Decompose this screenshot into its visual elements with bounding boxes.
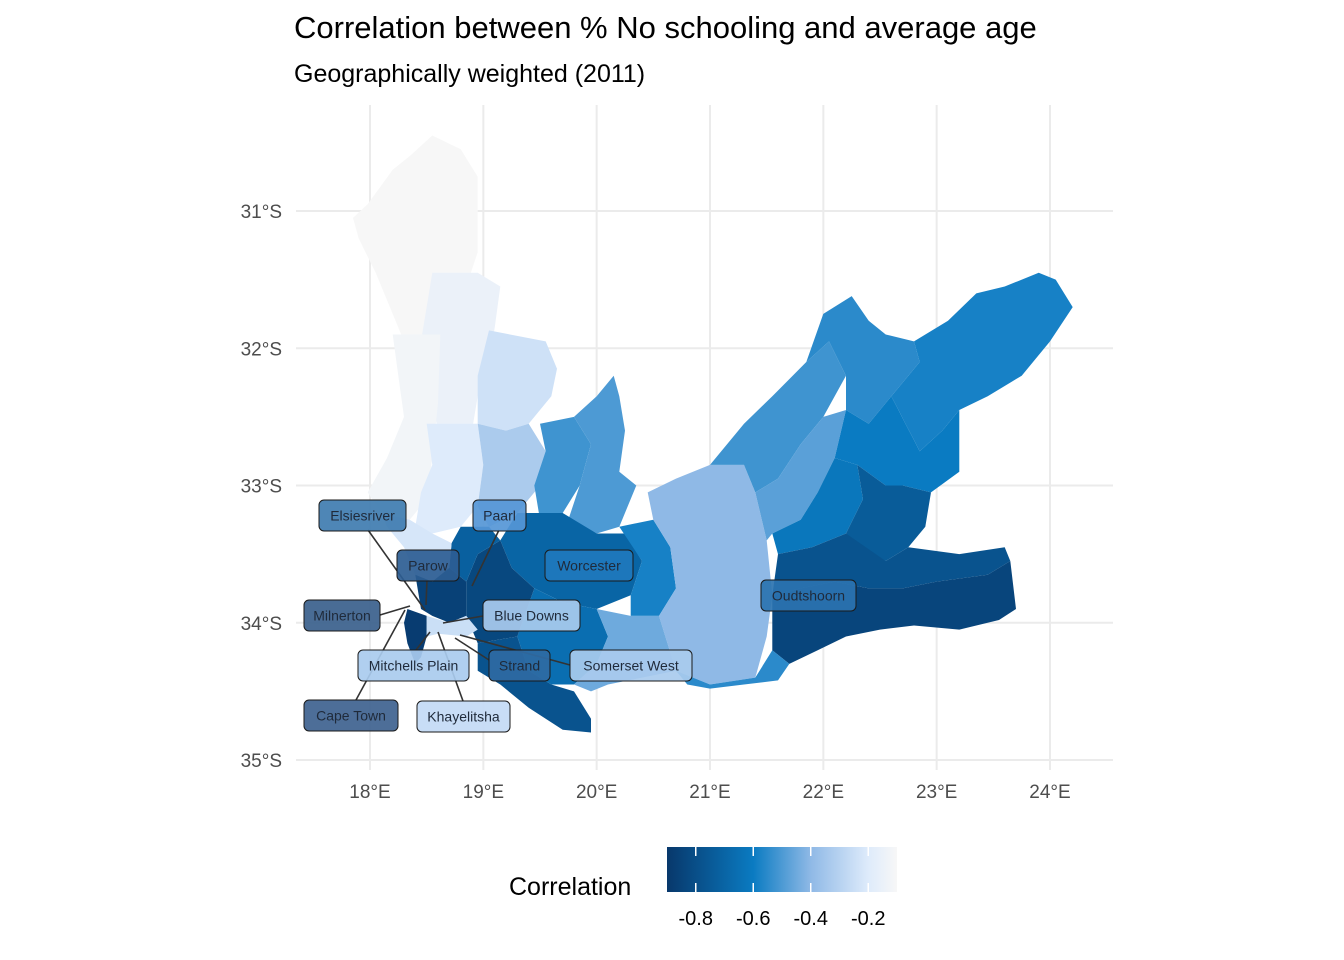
legend-gradient-bar [667,847,897,892]
map-label: Oudtshoorn [760,579,857,612]
map-region [568,375,637,534]
map-label: Elsiesriver [318,499,407,532]
x-tick-label: 22°E [803,782,844,803]
map-label-text: Strand [499,658,540,674]
x-tick-label: 20°E [576,782,617,803]
label-leader-line [442,615,484,624]
map-label-text: Oudtshoorn [772,588,845,604]
map-regions [353,135,1073,733]
map-region [676,650,790,689]
map-region [755,410,846,541]
map-region [772,458,863,555]
map-label: Blue Downs [482,599,581,632]
chart-title: Correlation between % No schooling and a… [294,10,1037,45]
map-label: Khayelitsha [416,700,511,733]
map-region [619,519,676,616]
map-label: Mitchells Plain [357,649,470,682]
map-label-box [303,699,399,732]
map-label-text: Worcester [557,558,621,574]
map-label: Cape Town [303,699,399,732]
map-label: Paarl [472,499,527,532]
map-label-text: Paarl [483,508,516,524]
y-tick-label: 31°S [241,202,282,223]
map-label-text: Blue Downs [494,608,569,624]
y-tick-label: 33°S [241,477,282,498]
x-tick-label: 19°E [463,782,504,803]
map-label-text: Elsiesriver [330,508,395,524]
map-region [415,423,484,534]
map-label-box [488,649,551,682]
map-label-text: Milnerton [313,608,371,624]
map-label-box [482,599,581,632]
map-label-box [357,649,470,682]
map-label-text: Cape Town [316,708,386,724]
map-label-box [303,599,381,632]
map-label: Parow [396,549,460,582]
map-region [415,567,467,623]
map-region [647,464,773,685]
map-region [806,296,920,424]
label-leader-line [379,605,411,616]
map-label-box [318,499,407,532]
map-label-box [472,499,527,532]
legend-title: Correlation [509,873,632,901]
map-region [367,334,441,520]
legend-tick-label: -0.2 [851,908,885,930]
map-region [421,272,501,431]
map-label-box [569,649,693,682]
y-tick-label: 32°S [241,339,282,360]
map-label-text: Mitchells Plain [369,658,458,674]
legend-tick-label: -0.6 [736,908,770,930]
x-tick-label: 18°E [349,782,390,803]
y-tick-label: 35°S [241,751,282,772]
map-region [449,526,501,582]
map-label-text: Khayelitsha [427,709,500,725]
map-region [534,416,591,520]
label-leader-line [415,631,431,651]
legend-colorbar: -0.8 -0.6 -0.4 -0.2 [667,847,897,930]
map-label-box [396,549,460,582]
legend-tick-label: -0.4 [794,908,828,930]
y-axis-ticks: 31°S 32°S 33°S 34°S 35°S [241,202,282,772]
map-label-box [416,700,511,733]
map-region [891,272,1073,452]
legend-tick-label: -0.8 [679,908,713,930]
map-region [710,341,846,493]
map-label-box [760,579,857,612]
map-region [834,396,960,493]
map-label-text: Somerset West [583,658,679,674]
x-tick-label: 21°E [689,782,730,803]
map-label-text: Parow [408,558,449,574]
map-label: Worcester [544,549,634,582]
label-leader-line [471,529,500,587]
map-label: Strand [488,649,551,682]
x-tick-label: 24°E [1029,782,1070,803]
map-labels: Elsiesriver Paarl Parow Worcester Milnerton B… [303,499,857,733]
chart-subtitle: Geographically weighted (2011) [294,60,646,88]
map-label: Milnerton [303,599,381,632]
map-region [846,464,931,561]
label-leader-line [425,579,428,606]
map-label: Somerset West [569,649,693,682]
label-leader-line [454,637,490,661]
map-region [426,615,478,637]
x-tick-label: 23°E [916,782,957,803]
x-axis-ticks: 18°E 19°E 20°E 21°E 22°E 23°E 24°E [349,782,1070,803]
y-tick-label: 34°S [241,614,282,635]
map-label-box [544,549,634,582]
map-region [477,330,557,431]
